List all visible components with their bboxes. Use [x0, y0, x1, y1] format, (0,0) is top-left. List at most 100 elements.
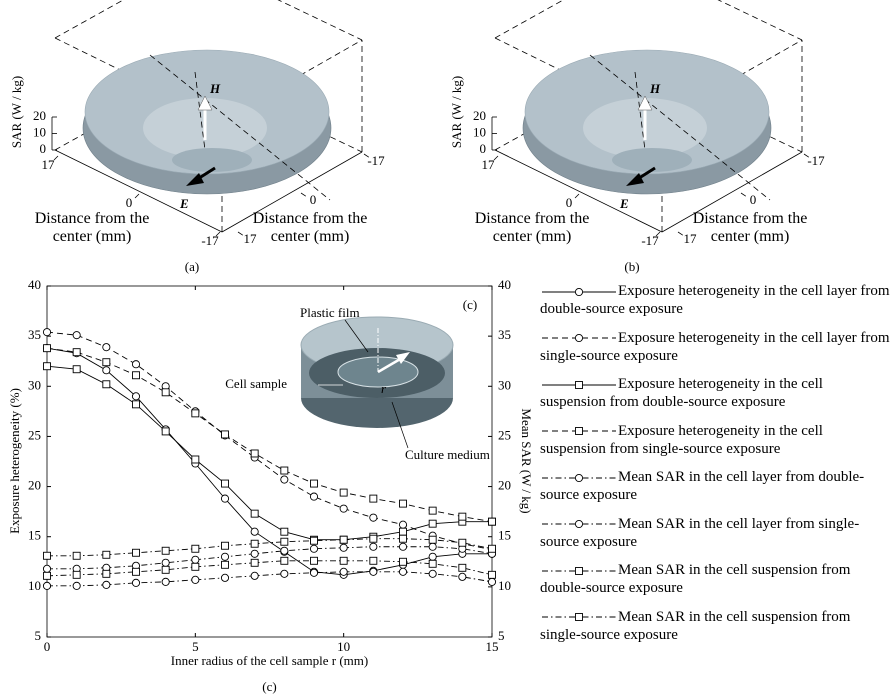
y-axis-label: Exposure heterogeneity (%)	[7, 388, 22, 534]
marker	[44, 345, 51, 352]
x-tick-label: 10	[337, 639, 350, 654]
marker	[221, 495, 228, 502]
marker	[103, 359, 110, 366]
y-tick-label: 5	[35, 628, 42, 643]
y-tick	[301, 193, 306, 196]
marker	[400, 528, 407, 535]
marker	[429, 553, 436, 560]
series-line	[47, 547, 492, 569]
x-tick-label: 17	[482, 157, 496, 172]
marker	[400, 500, 407, 507]
z-tick-label: 0	[40, 141, 47, 156]
marker	[429, 536, 436, 543]
legend-entry: Mean SAR in the cell layer from single-s…	[540, 515, 892, 551]
marker	[251, 540, 258, 547]
y-tick	[741, 193, 746, 196]
marker	[251, 528, 258, 535]
z-tick-label: 20	[33, 108, 46, 123]
marker	[576, 381, 583, 388]
marker	[103, 367, 110, 374]
marker	[44, 552, 51, 559]
marker	[222, 561, 229, 568]
legend-entry: Mean SAR in the cell layer from double-s…	[540, 468, 892, 504]
marker	[192, 576, 199, 583]
marker	[429, 543, 436, 550]
z-tick-label: 10	[473, 124, 486, 139]
y-axis-label: Distance from the center (mm)	[240, 210, 380, 246]
marker	[370, 543, 377, 550]
marker	[575, 334, 582, 341]
marker	[162, 547, 169, 554]
marker	[103, 551, 110, 558]
marker	[370, 568, 377, 575]
x-tick-label: -17	[201, 233, 219, 248]
marker	[310, 569, 317, 576]
marker	[192, 456, 199, 463]
marker	[192, 556, 199, 563]
marker	[103, 570, 110, 577]
marker	[192, 563, 199, 570]
y2-tick-label: 5	[498, 628, 505, 643]
box-edge	[195, 0, 362, 40]
panel-label: (c)	[463, 297, 477, 312]
marker	[251, 550, 258, 557]
e-label: E	[179, 196, 189, 211]
marker	[370, 535, 377, 542]
marker	[251, 510, 258, 517]
z-tick-label: 0	[480, 141, 487, 156]
marker	[73, 571, 80, 578]
marker	[43, 565, 50, 572]
e-label: E	[619, 196, 629, 211]
marker	[489, 518, 496, 525]
marker	[459, 513, 466, 520]
y-tick-label: 20	[28, 478, 41, 493]
x-tick-label: 17	[42, 157, 56, 172]
marker	[429, 570, 436, 577]
marker	[281, 547, 288, 554]
marker	[459, 564, 466, 571]
marker	[251, 559, 258, 566]
marker	[103, 381, 110, 388]
marker	[370, 557, 377, 564]
y-tick-label: 35	[28, 327, 41, 342]
x-tick-label: 0	[126, 195, 133, 210]
y-tick-label: 10	[28, 578, 41, 593]
legend-entry: Exposure heterogeneity in the cell layer…	[540, 282, 892, 318]
x-tick-label: 5	[192, 639, 199, 654]
annotation: Plastic film	[300, 305, 360, 320]
marker	[73, 552, 80, 559]
x-tick-label: 15	[486, 639, 499, 654]
marker	[429, 507, 436, 514]
box-edge	[495, 0, 635, 38]
marker	[311, 537, 318, 544]
marker	[281, 467, 288, 474]
marker	[133, 372, 140, 379]
z-tick-label: 20	[473, 108, 486, 123]
marker	[43, 582, 50, 589]
marker	[489, 545, 496, 552]
panel-label: (a)	[185, 259, 199, 274]
y2-tick-label: 40	[498, 277, 511, 292]
panel-label: (b)	[624, 259, 639, 274]
marker	[221, 574, 228, 581]
marker	[281, 538, 288, 545]
marker	[281, 557, 288, 564]
marker	[459, 573, 466, 580]
marker	[576, 428, 583, 435]
marker	[133, 401, 140, 408]
z-axis-label: SAR (W / kg)	[9, 76, 24, 148]
marker	[133, 549, 140, 556]
box-edge	[55, 0, 195, 38]
marker	[162, 578, 169, 585]
marker	[44, 363, 51, 370]
legend-swatch	[540, 332, 618, 344]
annotation: Cell sample	[225, 376, 287, 391]
marker	[103, 581, 110, 588]
marker	[340, 505, 347, 512]
marker	[162, 559, 169, 566]
marker	[132, 361, 139, 368]
y-tick-label: 25	[28, 427, 41, 442]
marker	[370, 514, 377, 521]
x-tick	[54, 156, 58, 160]
annotation: Culture medium	[405, 447, 490, 462]
